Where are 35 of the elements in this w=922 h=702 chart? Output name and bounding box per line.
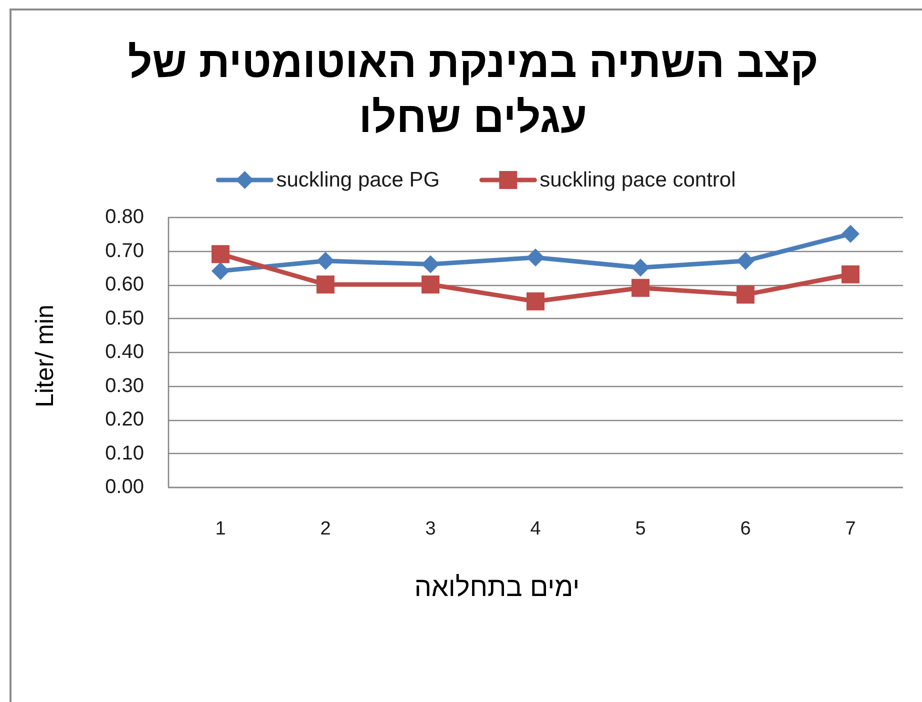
x-tick-label: 6 — [740, 518, 751, 540]
y-tick-label: 0.80 — [105, 206, 144, 228]
point — [422, 255, 440, 274]
y-tick-label: 0.20 — [105, 408, 144, 430]
x-tick-label: 5 — [635, 518, 646, 540]
y-tick-label: 0.10 — [105, 442, 144, 464]
point — [632, 258, 650, 277]
point — [212, 245, 230, 264]
y-tick-label: 0.40 — [105, 341, 144, 363]
point — [526, 248, 544, 266]
point — [526, 292, 544, 310]
y-tick-label: 0.60 — [105, 274, 144, 296]
x-axis-title: ימים בתחלואה — [414, 572, 580, 602]
x-tick-label: 3 — [425, 518, 436, 540]
point — [632, 278, 650, 297]
point — [842, 224, 860, 243]
y-tick-label: 0.00 — [105, 476, 144, 498]
point — [422, 276, 440, 294]
point — [316, 276, 334, 294]
point — [736, 286, 754, 304]
legend-label: suckling pace control — [540, 168, 736, 192]
y-tick-label: 0.50 — [105, 307, 144, 330]
y-tick-label: 0.70 — [105, 240, 144, 262]
x-tick-label: 7 — [845, 518, 856, 540]
x-tick-label: 1 — [215, 518, 226, 540]
legend-label: suckling pace PG — [276, 168, 440, 192]
point — [212, 262, 230, 280]
x-tick-label: 4 — [530, 518, 542, 540]
y-tick-label: 0.30 — [105, 374, 144, 397]
chart-title: קצב השתיה במינקת האוטומטית של עגלים שחלו — [128, 39, 818, 142]
y-axis-title: Liter/ min — [31, 304, 59, 408]
point — [842, 265, 860, 284]
point — [316, 252, 334, 270]
x-tick-label: 2 — [320, 518, 331, 540]
point — [736, 252, 754, 270]
